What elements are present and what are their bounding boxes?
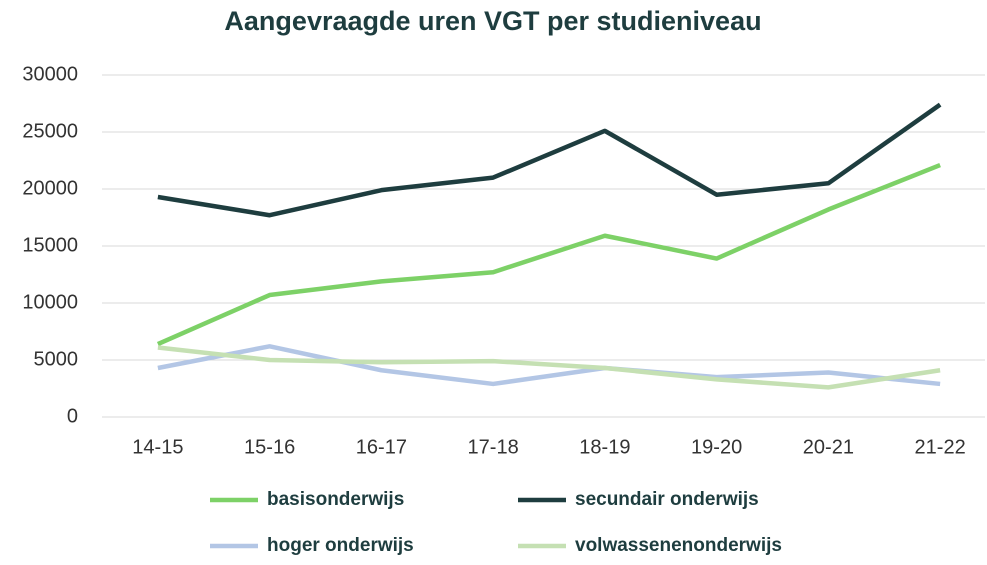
x-tick-label: 14-15 [132,436,183,458]
series-line [157,102,942,218]
x-tick-label: 18-19 [579,436,630,458]
y-tick-label: 25000 [22,120,78,142]
chart-title: Aangevraagde uren VGT per studieniveau [224,6,761,36]
x-tick-label: 20-21 [803,436,854,458]
y-tick-label: 20000 [22,177,78,199]
x-tick-label: 15-16 [244,436,295,458]
x-tick-label: 16-17 [356,436,407,458]
legend-label: basisonderwijs [267,489,404,510]
y-tick-label: 15000 [22,234,78,256]
x-tick-label: 17-18 [468,436,519,458]
legend-label: volwassenenonderwijs [575,535,782,556]
series-line [157,344,941,387]
series-line [157,345,941,390]
y-tick-label: 10000 [22,291,78,313]
y-tick-label: 30000 [22,63,78,85]
legend-label: hoger onderwijs [267,535,414,556]
y-tick-label: 5000 [34,348,79,370]
legend-label: secundair onderwijs [575,489,759,510]
series-line [156,162,941,347]
x-tick-label: 19-20 [691,436,742,458]
x-tick-label: 21-22 [915,436,966,458]
y-tick-label: 0 [67,405,78,427]
